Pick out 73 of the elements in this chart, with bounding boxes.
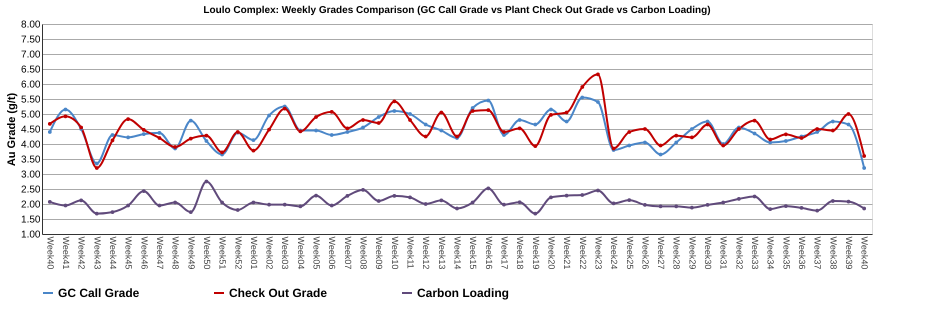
x-tick-label: Week11 — [406, 236, 416, 269]
legend-label: Check Out Grade — [229, 286, 328, 300]
x-tick-label: Week14 — [452, 236, 462, 270]
x-tick-label: Week34 — [766, 236, 776, 270]
x-tick-label: Week01 — [248, 236, 259, 270]
y-tick-label: 8.00 — [21, 20, 41, 30]
x-tick-label: Week30 — [703, 236, 714, 270]
x-tick-label: Week51 — [218, 236, 228, 270]
y-tick-label: 7.50 — [21, 34, 41, 46]
y-tick-label: 2.50 — [21, 184, 41, 196]
y-tick-label: 4.00 — [21, 140, 41, 150]
x-tick-label: Week45 — [124, 236, 134, 270]
x-tick-label: Week08 — [358, 236, 369, 270]
x-tick-label: Week20 — [546, 236, 556, 270]
x-tick-label: Week39 — [844, 236, 854, 270]
x-tick-label: Week41 — [60, 236, 71, 270]
x-tick-label: Week16 — [484, 236, 494, 270]
x-tick-label: Week25 — [624, 236, 635, 270]
x-tick-label: Week18 — [515, 236, 526, 270]
x-tick-label: Week24 — [609, 236, 620, 270]
x-tick-label: Week12 — [421, 236, 432, 270]
x-tick-label: Week27 — [656, 236, 666, 270]
y-tick-label: 6.00 — [21, 80, 41, 90]
y-tick-label: 4.50 — [21, 124, 41, 136]
x-tick-label: Week50 — [202, 236, 212, 270]
y-tick-label: 1.50 — [21, 214, 41, 226]
y-tick-label: 2.00 — [21, 200, 41, 210]
x-tick-label: Week17 — [499, 236, 510, 270]
x-tick-label: Week48 — [170, 236, 181, 270]
y-tick-label: 7.00 — [21, 50, 41, 60]
legend-label: Carbon Loading — [417, 286, 509, 300]
y-tick-label: 6.50 — [21, 64, 41, 76]
x-tick-label: Week43 — [92, 236, 102, 270]
x-tick-label: Week05 — [312, 236, 322, 270]
x-tick-label: Week33 — [750, 236, 760, 270]
x-tick-label: Week02 — [264, 236, 275, 270]
x-tick-label: Week46 — [139, 236, 150, 270]
x-tick-label: Week09 — [374, 236, 384, 270]
x-tick-label: Week31 — [718, 236, 729, 270]
x-tick-label: Week35 — [781, 236, 792, 270]
y-axis-title: Au Grade (g/t) — [6, 92, 18, 166]
y-tick-label: 3.50 — [21, 154, 41, 166]
y-tick-label: 3.00 — [21, 170, 41, 180]
x-tick-label: Week52 — [233, 236, 244, 270]
x-tick-label: Week06 — [327, 236, 338, 270]
y-tick-label: 1.00 — [21, 230, 41, 240]
x-tick-label: Week03 — [280, 236, 290, 270]
legend-label: GC Call Grade — [58, 286, 140, 300]
x-tick-label: Week26 — [640, 236, 650, 270]
x-tick-label: Week22 — [578, 236, 588, 270]
x-tick-label: Week15 — [468, 236, 478, 270]
x-tick-label: Week37 — [812, 236, 823, 270]
x-tick-label: Week49 — [186, 236, 196, 270]
y-tick-label: 5.00 — [21, 110, 41, 120]
x-tick-label: Week32 — [734, 236, 744, 270]
x-tick-label: Week28 — [672, 236, 682, 270]
x-tick-label: Week07 — [342, 236, 353, 270]
chart-title: Loulo Complex: Weekly Grades Comparison (GC Call Grade vs Plant Check Out Grade vs Carbon Loading) — [203, 5, 711, 16]
x-tick-label: Week29 — [687, 236, 698, 270]
x-tick-label: Week44 — [108, 236, 118, 270]
x-tick-label: Week40 — [860, 236, 870, 270]
x-tick-label: Week40 — [45, 236, 56, 270]
x-tick-label: Week36 — [797, 236, 808, 270]
y-tick-label: 5.50 — [21, 94, 41, 106]
x-tick-label: Week10 — [390, 236, 400, 270]
x-tick-label: Week38 — [828, 236, 838, 270]
x-tick-label: Week04 — [296, 236, 306, 270]
x-tick-label: Week13 — [436, 236, 447, 270]
x-tick-label: Week21 — [562, 236, 572, 270]
x-tick-label: Week42 — [76, 236, 87, 270]
x-tick-label: Week23 — [593, 236, 604, 270]
x-tick-label: Week47 — [154, 236, 165, 270]
x-tick-label: Week19 — [530, 236, 541, 270]
